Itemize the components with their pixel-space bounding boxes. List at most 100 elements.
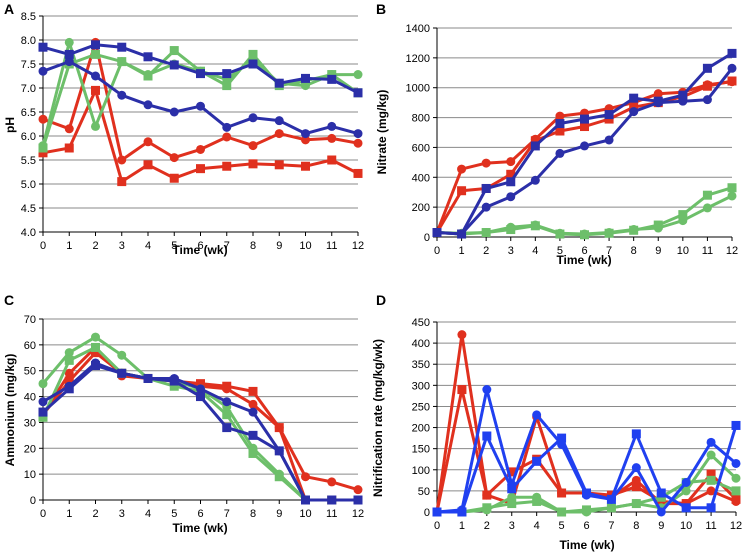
data-point xyxy=(274,78,284,88)
data-point xyxy=(248,159,258,169)
data-point xyxy=(222,122,232,132)
data-point xyxy=(327,495,337,505)
x-axis-label: Time (wk) xyxy=(556,253,611,267)
data-point xyxy=(706,469,716,479)
y-tick-label: 50 xyxy=(418,486,430,498)
y-tick-label: 5.5 xyxy=(21,155,36,167)
data-point xyxy=(196,69,205,79)
y-tick-label: 40 xyxy=(24,392,36,404)
data-point xyxy=(506,192,516,202)
data-point xyxy=(196,392,205,402)
data-point xyxy=(117,177,127,187)
x-tick-label: 6 xyxy=(583,520,589,532)
data-point xyxy=(702,95,712,105)
data-point xyxy=(196,101,205,111)
data-point xyxy=(117,368,127,378)
x-tick-label: 11 xyxy=(326,508,337,520)
series-line-green-circle xyxy=(436,194,733,236)
y-tick-label: 400 xyxy=(412,338,430,350)
y-tick-label: 0 xyxy=(424,232,430,244)
x-tick-label: 10 xyxy=(677,245,689,257)
x-tick-label: 10 xyxy=(299,508,311,520)
data-point xyxy=(353,88,363,98)
y-tick-label: 200 xyxy=(412,202,430,214)
data-point xyxy=(457,507,467,517)
data-point xyxy=(274,129,284,139)
x-tick-label: 1 xyxy=(66,240,72,252)
y-tick-label: 50 xyxy=(24,366,36,378)
data-point xyxy=(327,477,337,487)
x-tick-label: 6 xyxy=(581,245,587,257)
data-point xyxy=(702,81,712,91)
series-red-circle xyxy=(38,342,363,495)
data-point xyxy=(248,430,258,440)
x-tick-label: 8 xyxy=(631,245,637,257)
data-point xyxy=(248,386,258,396)
x-tick-label: 8 xyxy=(633,520,639,532)
data-point xyxy=(731,473,741,483)
data-point xyxy=(274,446,284,456)
data-point xyxy=(169,376,179,386)
data-point xyxy=(117,155,127,165)
data-point xyxy=(706,437,716,447)
data-point xyxy=(532,496,542,506)
data-point xyxy=(248,49,258,59)
x-tick-label: 11 xyxy=(702,245,713,257)
data-point xyxy=(38,66,48,76)
data-point xyxy=(91,85,100,95)
x-axis-label: Time (wk) xyxy=(172,243,227,257)
data-point xyxy=(64,57,74,67)
x-tick-label: 1 xyxy=(459,520,465,532)
data-point xyxy=(731,486,741,496)
data-point xyxy=(727,48,737,58)
y-axis-label: Nitrate (mg/kg) xyxy=(375,90,389,175)
y-tick-label: 4.0 xyxy=(21,227,36,239)
data-point xyxy=(481,202,491,212)
panel-label-d: D xyxy=(376,292,386,308)
x-tick-label: 7 xyxy=(224,240,230,252)
data-point xyxy=(353,138,363,148)
data-point xyxy=(727,63,737,73)
data-point xyxy=(301,129,310,139)
data-point xyxy=(169,60,179,70)
data-point xyxy=(629,225,639,235)
x-tick-label: 2 xyxy=(484,520,490,532)
x-tick-label: 3 xyxy=(509,520,515,532)
data-point xyxy=(706,475,716,485)
data-point xyxy=(91,121,100,131)
data-point xyxy=(629,107,639,117)
y-tick-label: 250 xyxy=(412,401,430,413)
series-blue-square xyxy=(38,40,363,98)
data-point xyxy=(580,122,589,132)
data-point xyxy=(702,203,712,213)
series-blue-square xyxy=(432,420,741,517)
x-tick-label: 0 xyxy=(40,240,46,252)
y-tick-label: 0 xyxy=(424,507,430,519)
x-tick-label: 5 xyxy=(171,508,177,520)
data-point xyxy=(481,183,491,193)
x-tick-label: 0 xyxy=(434,245,440,257)
data-point xyxy=(91,348,100,358)
y-tick-label: 600 xyxy=(412,142,430,154)
data-point xyxy=(482,503,492,513)
data-point xyxy=(38,42,48,52)
y-tick-label: 8.0 xyxy=(21,35,36,47)
data-point xyxy=(64,384,74,394)
data-point xyxy=(530,221,540,231)
data-point xyxy=(530,141,540,151)
data-point xyxy=(117,90,127,100)
x-tick-label: 7 xyxy=(608,520,614,532)
data-point xyxy=(530,136,540,146)
data-point xyxy=(507,499,517,509)
data-point xyxy=(196,379,205,389)
data-point xyxy=(222,161,232,171)
x-tick-label: 7 xyxy=(606,245,612,257)
data-point xyxy=(274,472,284,482)
data-point xyxy=(248,399,258,409)
data-point xyxy=(38,407,48,417)
x-tick-label: 5 xyxy=(171,240,177,252)
data-point xyxy=(727,76,737,86)
data-point xyxy=(248,113,258,123)
